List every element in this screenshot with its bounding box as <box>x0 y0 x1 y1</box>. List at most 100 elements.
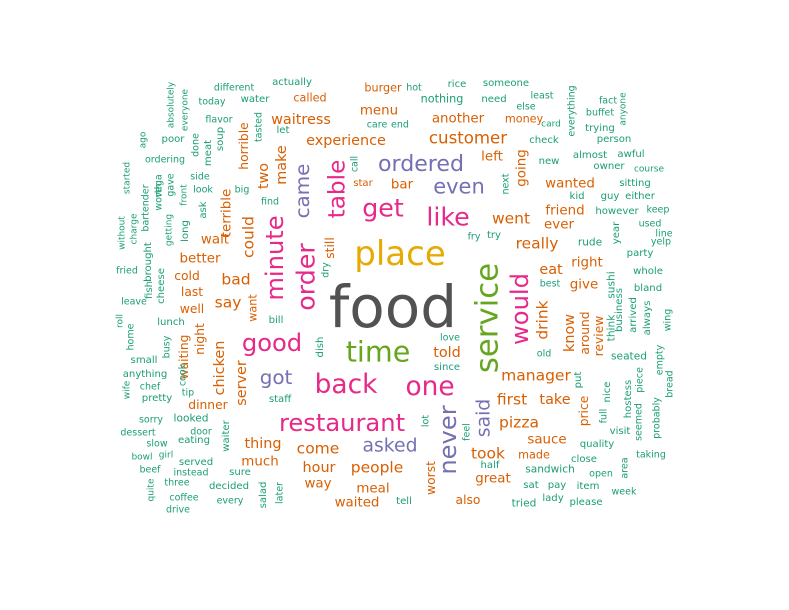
word-want: want <box>246 294 260 322</box>
word-however: however <box>595 205 639 217</box>
word-chef: chef <box>139 381 161 393</box>
word-friend: friend <box>545 203 585 219</box>
word-well: well <box>179 301 205 316</box>
word-whole: whole <box>633 265 663 277</box>
word-review: review <box>591 315 606 357</box>
word-anything: anything <box>122 368 168 380</box>
word-money: money <box>504 112 544 126</box>
word-still: still <box>322 237 337 259</box>
word-sat: sat <box>523 479 539 491</box>
word-cold: cold <box>174 268 200 283</box>
word-full: full <box>598 408 610 424</box>
word-got: got <box>259 366 293 390</box>
word-much: much <box>241 454 279 470</box>
word-tried: tried <box>511 497 537 510</box>
word-bar: bar <box>390 177 414 193</box>
word-customer: customer <box>428 128 508 148</box>
word-least: least <box>530 90 554 102</box>
word-probably: probably <box>651 397 663 439</box>
word-take: take <box>539 391 571 408</box>
word-coffee: coffee <box>169 492 199 504</box>
word-nice: nice <box>601 381 613 403</box>
word-time: time <box>345 334 411 369</box>
word-look: look <box>193 184 213 196</box>
word-either: either <box>625 190 655 202</box>
word-one: one <box>405 370 455 402</box>
word-get: get <box>362 193 404 223</box>
word-pretty: pretty <box>141 392 173 404</box>
word-tell: tell <box>396 495 412 507</box>
word-asked: asked <box>362 435 418 457</box>
word-leave: leave <box>121 296 147 308</box>
word-fry: fry <box>467 231 481 243</box>
word-piece: piece <box>634 367 646 393</box>
word-instead: instead <box>173 467 209 479</box>
word-wife: wife <box>122 380 133 400</box>
word-drink: drink <box>533 300 552 340</box>
word-staff: staff <box>268 393 292 405</box>
word-minute: minute <box>260 215 289 301</box>
word-wait: wait <box>200 232 230 248</box>
word-door: door <box>190 426 212 438</box>
word-price: price <box>576 395 591 427</box>
word-please: please <box>569 496 603 508</box>
word-open: open <box>589 468 613 480</box>
word-almost: almost <box>572 149 608 161</box>
word-keep: keep <box>646 204 670 216</box>
word-care: care <box>366 119 388 131</box>
word-lunch: lunch <box>157 316 185 328</box>
word-quality: quality <box>579 438 615 450</box>
word-gave: gave <box>165 173 177 197</box>
word-buffet: buffet <box>585 107 615 119</box>
word-people: people <box>350 458 404 477</box>
word-manager: manager <box>501 366 571 385</box>
word-quite: quite <box>146 478 157 502</box>
word-find: find <box>260 196 280 208</box>
word-worst: worst <box>423 461 438 495</box>
word-waited: waited <box>334 495 380 511</box>
word-best: best <box>539 278 561 290</box>
word-started: started <box>122 161 133 195</box>
word-bland: bland <box>633 282 663 294</box>
word-someone: someone <box>482 77 530 89</box>
word-burger: burger <box>364 81 402 95</box>
word-came: came <box>291 163 315 219</box>
word-big: big <box>234 184 250 196</box>
word-cheese: cheese <box>155 268 167 304</box>
word-feel: feel <box>461 423 473 441</box>
word-terrible: terrible <box>219 188 235 238</box>
word-week: week <box>611 486 637 498</box>
word-roll: roll <box>115 313 126 329</box>
word-absolutely: absolutely <box>166 81 177 129</box>
word-every: every <box>216 495 244 507</box>
word-today: today <box>198 96 226 108</box>
word-bread: bread <box>664 370 676 398</box>
word-beef: beef <box>139 464 161 476</box>
word-done: done <box>190 133 202 157</box>
word-person: person <box>596 133 632 145</box>
word-order: order <box>291 243 321 311</box>
word-always: always <box>641 300 653 336</box>
word-dinner: dinner <box>188 397 228 412</box>
word-put: put <box>572 371 584 389</box>
word-hot: hot <box>406 82 422 94</box>
word-yelp: yelp <box>650 236 672 248</box>
word-different: different <box>213 82 255 94</box>
word-seemed: seemed <box>633 403 645 441</box>
word-fact: fact <box>598 95 618 107</box>
word-service: service <box>469 262 506 374</box>
word-meal: meal <box>356 481 390 497</box>
word-sure: sure <box>229 466 251 478</box>
word-lot: lot <box>420 414 432 428</box>
word-told: told <box>433 344 461 361</box>
word-salad: salad <box>257 481 269 509</box>
word-ever: ever <box>544 217 574 233</box>
word-star: star <box>353 177 373 189</box>
word-slow: slow <box>146 438 168 450</box>
word-pay: pay <box>547 479 567 491</box>
word-sitting: sitting <box>619 177 651 189</box>
word-really: really <box>515 234 559 253</box>
word-year: year <box>610 221 622 245</box>
word-experience: experience <box>306 132 386 149</box>
